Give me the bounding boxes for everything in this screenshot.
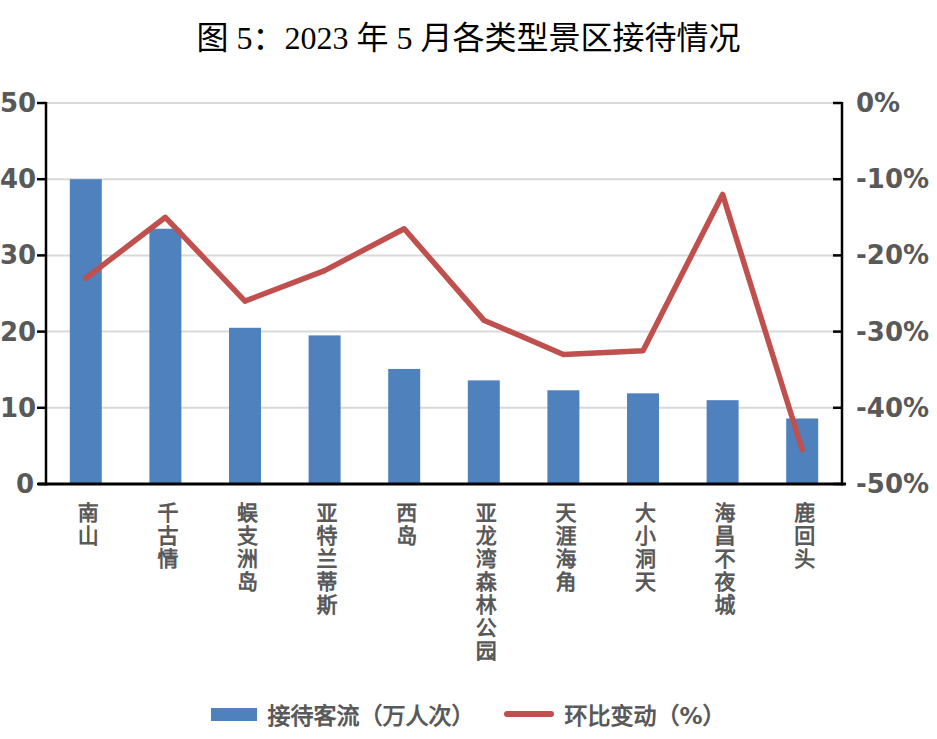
category-label: 南山 xyxy=(75,502,96,548)
bar xyxy=(547,390,579,484)
bar xyxy=(627,393,659,484)
right-axis-tick-label: -50% xyxy=(856,471,929,497)
category-label: 亚龙湾森林公园 xyxy=(473,502,494,663)
left-axis-tick-label: 0 xyxy=(0,471,34,497)
category-label: 亚特兰蒂斯 xyxy=(314,502,335,617)
legend-line-label: 环比变动（%） xyxy=(564,697,725,731)
bar xyxy=(70,179,102,484)
bar-series-swatch xyxy=(211,708,257,721)
right-axis-tick-label: -40% xyxy=(856,395,929,421)
left-axis-tick-label: 30 xyxy=(0,242,34,268)
bar xyxy=(468,380,500,484)
right-axis-tick-label: -20% xyxy=(856,242,929,268)
left-axis-tick-label: 40 xyxy=(0,166,34,192)
category-label: 大小洞天 xyxy=(633,502,654,594)
right-axis-tick-label: -30% xyxy=(856,319,929,345)
right-axis-tick-label: -10% xyxy=(856,166,929,192)
bar xyxy=(229,328,261,484)
right-axis-tick-label: 0% xyxy=(856,90,900,116)
category-label: 天涯海角 xyxy=(553,502,574,594)
legend-bar-label: 接待客流（万人次） xyxy=(267,697,474,731)
category-label: 海昌不夜城 xyxy=(712,502,733,617)
category-label: 蜈支洲岛 xyxy=(235,502,256,594)
bar xyxy=(707,400,739,484)
category-label: 鹿回头 xyxy=(792,502,813,571)
category-label: 西岛 xyxy=(394,502,415,548)
chart-canvas xyxy=(0,0,937,739)
left-axis-tick-label: 20 xyxy=(0,319,34,345)
line-series-swatch xyxy=(504,711,554,717)
legend-item-line: 环比变动（%） xyxy=(504,697,725,731)
bar xyxy=(388,369,420,484)
bar xyxy=(309,335,341,484)
left-axis-tick-label: 10 xyxy=(0,395,34,421)
legend-item-bar: 接待客流（万人次） xyxy=(211,697,474,731)
change-rate-line xyxy=(86,194,802,449)
category-label: 千古情 xyxy=(155,502,176,571)
bar xyxy=(149,229,181,484)
legend: 接待客流（万人次） 环比变动（%） xyxy=(0,697,937,731)
left-axis-tick-label: 50 xyxy=(0,90,34,116)
